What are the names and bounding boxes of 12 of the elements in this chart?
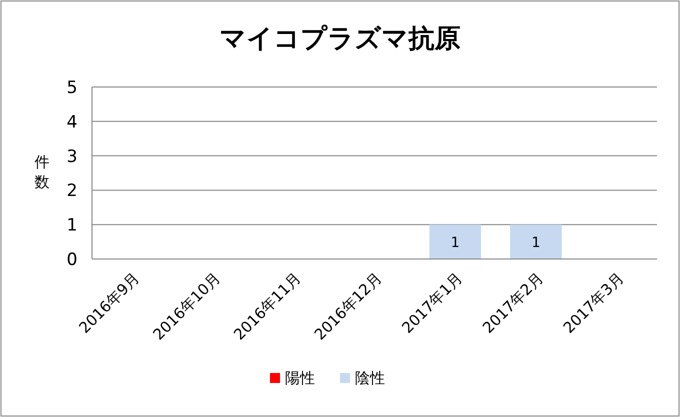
y-tick-label: 2	[66, 181, 78, 202]
y-tick-label: 0	[66, 250, 78, 270]
chart-title: マイコプラズマ抗原	[220, 24, 460, 54]
data-label: 1	[450, 234, 460, 251]
y-tick-label: 5	[66, 78, 78, 98]
y-axis-title: 件数	[34, 153, 50, 191]
y-tick-label: 1	[66, 216, 78, 236]
data-label: 1	[531, 234, 540, 251]
legend-label: 陰性	[355, 369, 385, 387]
y-tick-label: 4	[66, 112, 78, 132]
y-tick-label: 3	[66, 146, 78, 167]
legend-label: 陽性	[285, 369, 315, 387]
